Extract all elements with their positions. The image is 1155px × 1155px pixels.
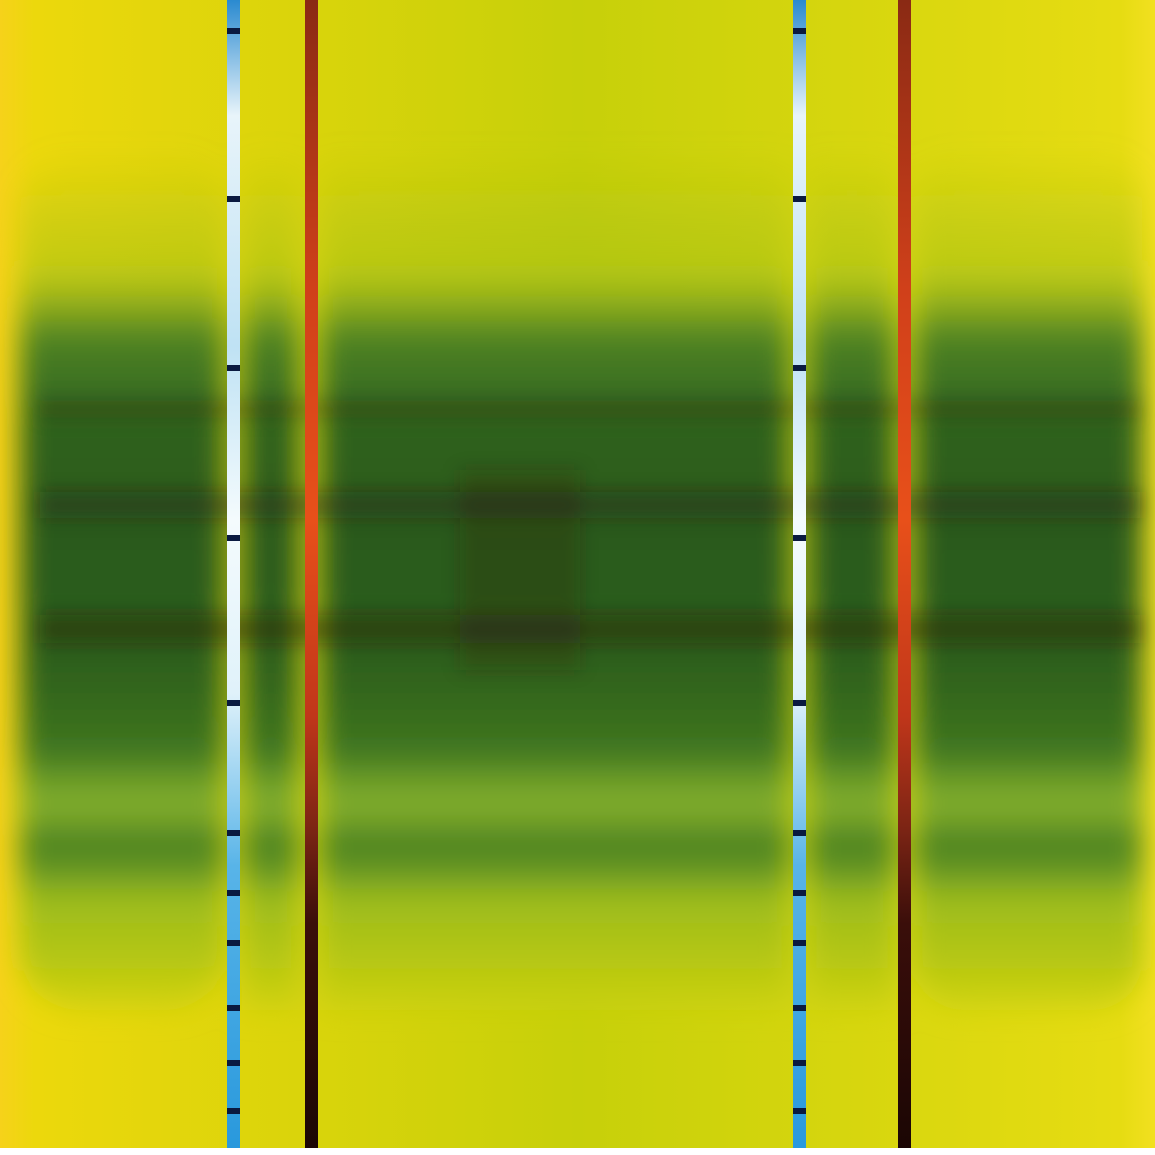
red-stripe [305, 0, 318, 1155]
stripe-gap [793, 890, 806, 896]
dark-line [40, 492, 1140, 518]
absorption-region [20, 150, 1142, 1010]
stripe-gap [227, 365, 240, 371]
stripe-gap [227, 1108, 240, 1114]
stripe-gap [227, 1005, 240, 1011]
stripe-gap [227, 28, 240, 34]
dark-patch [460, 470, 580, 670]
green-block [914, 150, 1142, 1010]
green-block [808, 150, 896, 1010]
blue-stripe-right [793, 0, 806, 1155]
stripe-gap [793, 28, 806, 34]
dark-line [40, 400, 1140, 418]
stripe-gap [793, 1005, 806, 1011]
stripe-gap [227, 1060, 240, 1066]
blue-stripe-left [227, 0, 240, 1155]
stripe-gap [793, 830, 806, 836]
blue-stripe [793, 0, 806, 1155]
dark-line [40, 615, 1140, 643]
stripe-gap [793, 365, 806, 371]
stripe-gap [793, 1060, 806, 1066]
green-block [20, 150, 225, 1010]
stripe-gap [227, 700, 240, 706]
blue-stripe [227, 0, 240, 1155]
stripe-gap [793, 535, 806, 541]
stripe-gap [227, 535, 240, 541]
red-stripe [898, 0, 911, 1155]
green-block [242, 150, 300, 1010]
stripe-gap [227, 940, 240, 946]
stripe-gap [227, 830, 240, 836]
stripe-gap [793, 700, 806, 706]
stripe-gap [793, 1108, 806, 1114]
stripe-gap [227, 196, 240, 202]
stripe-gap [227, 890, 240, 896]
stripe-gap [793, 940, 806, 946]
stripe-gap [793, 196, 806, 202]
bottom-margin [0, 1148, 1155, 1155]
